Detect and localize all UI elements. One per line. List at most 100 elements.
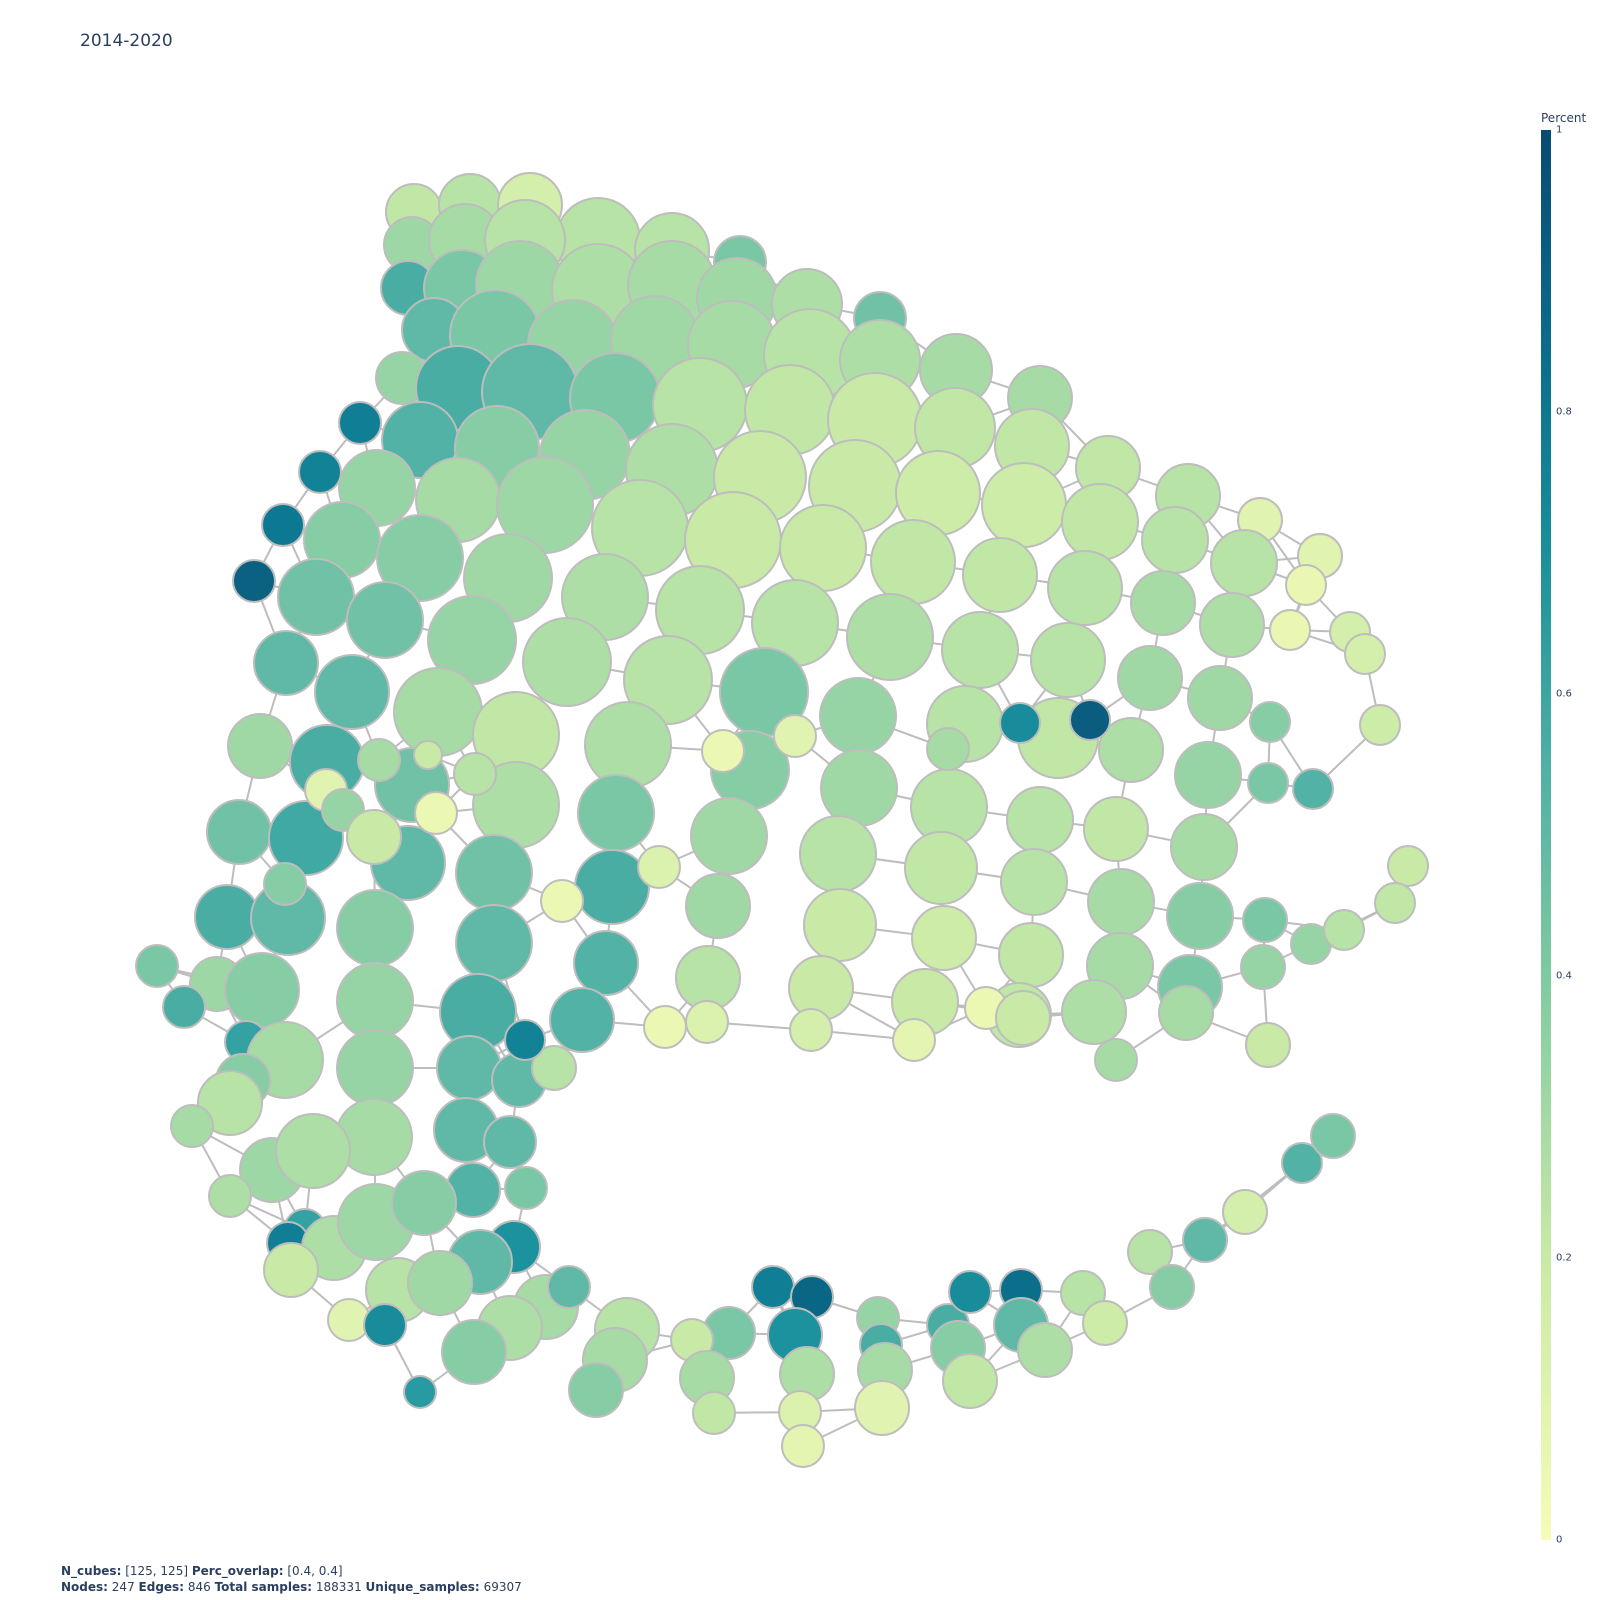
total-samples-label: Total samples:: [214, 1580, 313, 1594]
graph-node: [1182, 1217, 1228, 1263]
colorbar-title: Percent: [1541, 111, 1587, 125]
graph-node: [1061, 483, 1139, 561]
graph-node: [162, 985, 206, 1029]
graph-node: [1061, 979, 1127, 1045]
graph-node: [414, 791, 458, 835]
graph-node: [336, 1029, 414, 1107]
graph-node: [232, 559, 276, 603]
graph-node: [981, 462, 1067, 548]
graph-node: [1249, 701, 1291, 743]
total-samples-value: 188331: [315, 1580, 362, 1594]
graph-node: [1323, 909, 1365, 951]
graph-node: [577, 774, 655, 852]
graph-node: [568, 1362, 624, 1418]
unique-samples-value: 69307: [483, 1580, 522, 1594]
graph-node: [483, 1115, 537, 1169]
graph-node: [1082, 1300, 1128, 1346]
graph-node: [1087, 868, 1155, 936]
graph-node: [1117, 645, 1183, 711]
graph-node: [701, 729, 745, 773]
nodes-label: Nodes:: [61, 1580, 108, 1594]
graph-node: [1174, 741, 1242, 809]
graph-node: [504, 1166, 548, 1210]
graph-node: [275, 1113, 351, 1189]
graph-node: [854, 1380, 910, 1436]
graph-node: [1149, 1264, 1195, 1310]
graph-node: [1359, 704, 1401, 746]
graph-node: [261, 503, 305, 547]
graph-node: [998, 922, 1064, 988]
graph-node: [197, 1070, 263, 1136]
graph-node: [1047, 550, 1123, 626]
graph-node: [1030, 622, 1106, 698]
graph-node: [504, 1019, 546, 1061]
edges-value: 846: [187, 1580, 211, 1594]
graph-node: [1222, 1189, 1268, 1235]
nodes-value: 247: [111, 1580, 135, 1594]
perc-overlap-value: [0.4, 0.4]: [287, 1564, 343, 1578]
graph-node: [1245, 1022, 1291, 1068]
graph-node: [1094, 1038, 1138, 1082]
graph-node: [788, 955, 854, 1021]
graph-node: [1127, 1229, 1173, 1275]
graph-node: [441, 1319, 507, 1385]
graph-node: [803, 888, 877, 962]
graph-node: [692, 1391, 736, 1435]
graph-node: [789, 1008, 833, 1052]
graph-node: [407, 1250, 473, 1316]
graph-node: [820, 749, 898, 827]
graph-node: [224, 952, 300, 1028]
graph-node: [336, 962, 414, 1040]
graph-node: [170, 1104, 214, 1148]
graph-node: [1374, 882, 1416, 924]
graph-node: [547, 1265, 591, 1309]
graph-node: [393, 667, 483, 757]
graph-node: [277, 558, 355, 636]
graph-node: [948, 1270, 992, 1314]
graph-node: [1141, 506, 1209, 574]
graph-node: [208, 1174, 252, 1218]
perc-overlap-label: Perc_overlap:: [191, 1564, 284, 1578]
graph-node: [346, 809, 402, 865]
graph-node: [962, 537, 1038, 613]
nodes: [135, 172, 1429, 1468]
graph-node: [1170, 813, 1238, 881]
graph-node: [1017, 1322, 1073, 1378]
graph-node: [911, 905, 977, 971]
chart-title: 2014-2020: [80, 31, 173, 51]
graph-node: [781, 1424, 825, 1468]
graph-node: [298, 450, 342, 494]
graph-node: [685, 873, 751, 939]
graph-node: [926, 727, 970, 771]
graph-node: [751, 1265, 795, 1309]
graph-node: [819, 677, 897, 755]
graph-node: [1166, 882, 1234, 950]
graph-node: [799, 815, 877, 893]
graph-node: [584, 701, 672, 789]
graph-node: [941, 611, 1019, 689]
graph-node: [357, 738, 401, 782]
graph-node: [363, 1303, 407, 1347]
graph-node: [1098, 717, 1164, 783]
graph-node: [779, 504, 867, 592]
graph-node: [522, 617, 612, 707]
graph-node: [263, 1242, 319, 1298]
graph-node: [135, 944, 179, 988]
graph-node: [1006, 786, 1074, 854]
graph-node: [455, 904, 533, 982]
graph-node: [690, 797, 768, 875]
graph-stats: N_cubes: [125, 125] Perc_overlap: [0.4, …: [61, 1563, 522, 1595]
graph-node: [206, 799, 272, 865]
graph-node: [263, 862, 307, 906]
graph-node: [637, 845, 681, 889]
graph-node: [1242, 897, 1288, 943]
colorbar-tick: 0.4: [1556, 970, 1572, 982]
graph-node: [314, 654, 390, 730]
edges-label: Edges:: [138, 1580, 184, 1594]
graph-node: [531, 1045, 577, 1091]
graph-node: [1083, 796, 1149, 862]
graph-node: [376, 514, 464, 602]
colorbar-tick: 0: [1556, 1534, 1563, 1546]
unique-samples-label: Unique_samples:: [365, 1580, 480, 1594]
